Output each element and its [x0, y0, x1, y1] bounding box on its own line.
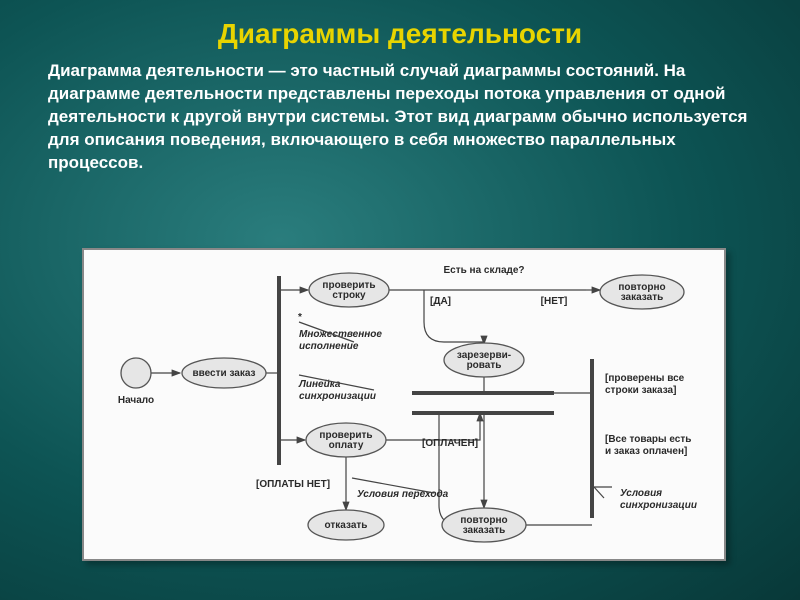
svg-text:[Все товары есть: [Все товары есть [605, 434, 691, 445]
activity-diagram: Началоввести заказпроверитьстрокузарезер… [84, 250, 728, 563]
svg-text:заказать: заказать [463, 525, 506, 536]
svg-text:Есть на складе?: Есть на складе? [443, 265, 524, 276]
svg-text:оплату: оплату [329, 440, 364, 451]
svg-text:*: * [298, 312, 302, 323]
activity-diagram-panel: Началоввести заказпроверитьстрокузарезер… [82, 248, 726, 561]
svg-text:Множественное: Множественное [299, 329, 382, 340]
svg-text:Условия перехода: Условия перехода [357, 489, 449, 500]
svg-text:[ДА]: [ДА] [430, 296, 451, 307]
svg-text:отказать: отказать [325, 520, 368, 531]
svg-text:исполнение: исполнение [299, 341, 359, 352]
page-title: Диаграммы деятельности [0, 0, 800, 50]
svg-text:строку: строку [332, 290, 366, 301]
svg-text:ввести заказ: ввести заказ [192, 368, 255, 379]
svg-text:ровать: ровать [467, 360, 502, 371]
svg-text:Начало: Начало [118, 395, 154, 406]
svg-text:[проверены все: [проверены все [605, 373, 685, 384]
svg-text:Условия: Условия [620, 488, 662, 499]
description-text: Диаграмма деятельности — это частный слу… [0, 50, 800, 175]
svg-text:[ОПЛАЧЕН]: [ОПЛАЧЕН] [422, 438, 478, 449]
svg-text:синхронизации: синхронизации [620, 500, 697, 511]
svg-text:и заказ оплачен]: и заказ оплачен] [605, 446, 687, 457]
svg-text:заказать: заказать [621, 292, 664, 303]
svg-text:строки заказа]: строки заказа] [605, 385, 676, 396]
svg-text:[ОПЛАТЫ НЕТ]: [ОПЛАТЫ НЕТ] [256, 479, 330, 490]
svg-text:синхронизации: синхронизации [299, 391, 376, 402]
svg-text:Линейка: Линейка [298, 379, 341, 390]
svg-text:[НЕТ]: [НЕТ] [541, 296, 568, 307]
